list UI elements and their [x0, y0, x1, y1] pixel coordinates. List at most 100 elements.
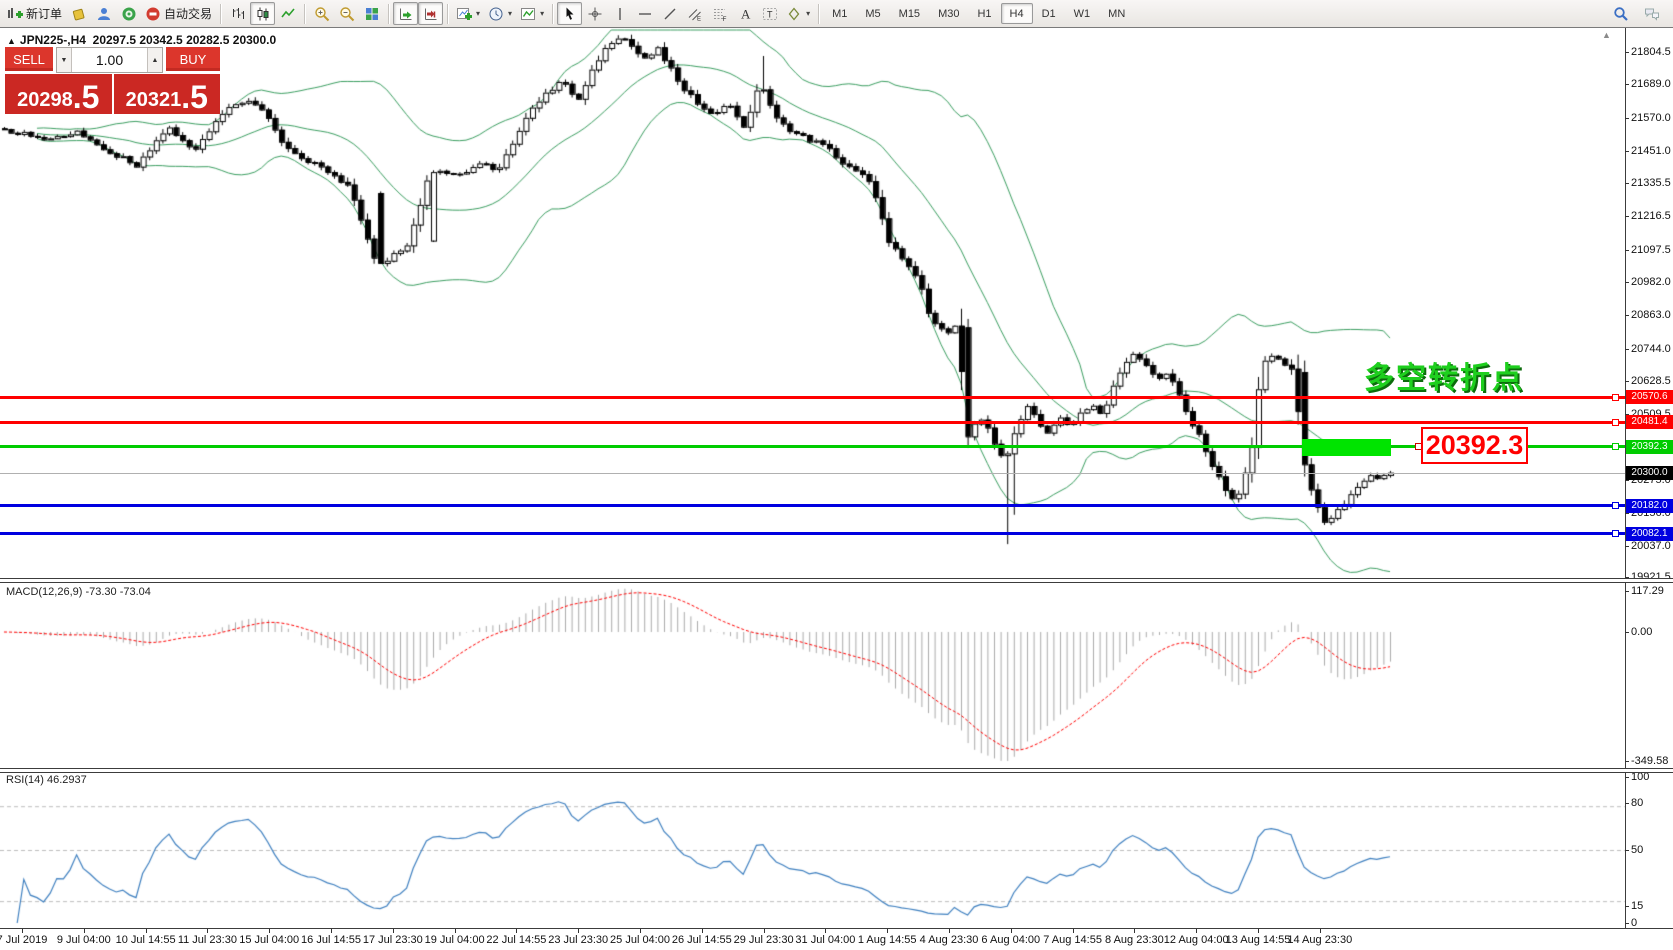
axis-tick: [640, 929, 641, 933]
volume-input[interactable]: 1.00: [72, 48, 147, 72]
axis-tick: [1625, 381, 1629, 382]
time-axis-label: 12 Aug 04:00: [1163, 934, 1229, 946]
chart-shift-button[interactable]: [418, 2, 444, 25]
tile-windows-icon: [364, 6, 380, 22]
macd-plot[interactable]: [0, 583, 1626, 768]
chevron-down-icon: ▾: [476, 9, 481, 18]
cursor-button[interactable]: [557, 2, 583, 25]
search-button[interactable]: [1608, 2, 1633, 25]
line-handle[interactable]: [1612, 394, 1619, 401]
zoom-in-button[interactable]: [309, 2, 334, 25]
text-button[interactable]: A: [732, 2, 757, 25]
volume-control: ▼ 1.00 ▲: [56, 47, 163, 73]
horizontal-line-20182.0[interactable]: [0, 504, 1625, 507]
green-highlight-zone[interactable]: [1302, 439, 1391, 456]
volume-increase-button[interactable]: ▲: [147, 48, 162, 72]
buy-price[interactable]: 20321.5: [113, 74, 220, 114]
trendline-button[interactable]: [657, 2, 682, 25]
cursor-icon: [562, 6, 578, 22]
vertical-line-button[interactable]: [607, 2, 632, 25]
timeframe-button-d1[interactable]: D1: [1041, 7, 1056, 20]
svg-text:E: E: [697, 16, 701, 22]
axis-tick: [1625, 282, 1629, 283]
axis-tick: [1625, 414, 1629, 415]
axis-tick: [1625, 803, 1629, 804]
horizontal-line-20570.6[interactable]: [0, 396, 1625, 399]
volume-decrease-button[interactable]: ▼: [57, 48, 72, 72]
scroll-to-end-icon[interactable]: ▲: [1602, 30, 1611, 40]
community-button[interactable]: [91, 2, 116, 25]
sell-price[interactable]: 20298.5: [5, 74, 112, 114]
autoscroll-button[interactable]: [393, 2, 419, 25]
arrows-dropdown[interactable]: ▾: [782, 2, 814, 25]
axis-tick: [1625, 118, 1629, 119]
zoom-out-button[interactable]: [334, 2, 359, 25]
timeframe-button-mn[interactable]: MN: [1108, 7, 1126, 20]
toolbar-group-main: 新订单 自动交易: [3, 2, 216, 25]
collapse-panel-icon[interactable]: ▲: [7, 36, 16, 46]
fibonacci-button[interactable]: F: [707, 2, 732, 25]
tile-windows-button[interactable]: [359, 2, 384, 25]
new-order-button[interactable]: 新订单: [3, 2, 66, 25]
axis-tick: [949, 929, 950, 933]
vline-icon: [612, 6, 628, 22]
text-label-button[interactable]: T: [757, 2, 782, 25]
rsi-plot[interactable]: [0, 772, 1626, 928]
timeframe-button-h4[interactable]: H4: [1000, 3, 1033, 24]
line-handle[interactable]: [1612, 502, 1619, 509]
macd-panel-separator[interactable]: [0, 578, 1673, 583]
axis-tick: [1625, 777, 1629, 778]
timeframe-button-m30[interactable]: M30: [938, 7, 960, 20]
axis-tick: [1625, 632, 1629, 633]
equidistant-channel-button[interactable]: E: [682, 2, 707, 25]
buy-button[interactable]: BUY: [166, 47, 220, 73]
candlestick-button[interactable]: [250, 2, 276, 25]
horizontal-line-button[interactable]: [632, 2, 657, 25]
axis-tick: [22, 929, 23, 933]
line-handle[interactable]: [1612, 530, 1619, 537]
line-handle[interactable]: [1612, 443, 1619, 450]
horizontal-line-20481.4[interactable]: [0, 421, 1625, 424]
timeframe-button-m15[interactable]: M15: [898, 7, 921, 20]
bar-chart-icon: [230, 6, 246, 22]
line-handle[interactable]: [1612, 419, 1619, 426]
axis-tick: [1625, 513, 1629, 514]
rsi-axis-label: 80: [1631, 797, 1644, 809]
market-button[interactable]: [116, 2, 141, 25]
indicators-dropdown[interactable]: ▾: [516, 2, 548, 25]
bull-bear-turning-point-annotation[interactable]: 多空转折点: [1364, 362, 1524, 395]
new-chart-dropdown[interactable]: ▾: [452, 2, 484, 25]
time-axis-label: 8 Aug 23:30: [1105, 934, 1164, 946]
bar-chart-button[interactable]: [225, 2, 250, 25]
axis-tick: [1625, 761, 1629, 762]
horizontal-line-20082.1[interactable]: [0, 532, 1625, 535]
toolbar-separator: [818, 3, 820, 24]
time-axis-label: 14 Aug 23:30: [1287, 934, 1353, 946]
axis-tick: [1134, 929, 1136, 933]
rsi-panel-separator[interactable]: [0, 768, 1673, 773]
price-axis-border: [1625, 28, 1626, 929]
hline-icon: [637, 6, 653, 22]
timeframe-button-m5[interactable]: M5: [865, 7, 881, 20]
timeframe-button-w1[interactable]: W1: [1073, 7, 1091, 20]
chat-button[interactable]: [1639, 2, 1664, 25]
quotes-button[interactable]: [66, 2, 91, 25]
svg-text:T: T: [767, 9, 773, 19]
rsi-axis-label: 50: [1631, 844, 1644, 856]
crosshair-button[interactable]: [582, 2, 607, 25]
sell-button[interactable]: SELL: [5, 47, 53, 73]
timeframe-button-h1[interactable]: H1: [977, 7, 992, 20]
autotrading-button[interactable]: 自动交易: [141, 2, 216, 25]
timeframe-button-m1[interactable]: M1: [832, 7, 848, 20]
price-badge-20182.0: 20182.0: [1626, 499, 1673, 513]
line-chart-icon: [280, 6, 296, 22]
line-chart-button[interactable]: [275, 2, 300, 25]
toolbar-group-right: [1608, 2, 1670, 25]
time-axis-label: 22 Jul 14:55: [486, 934, 547, 946]
horizontal-line-20392.3[interactable]: [0, 445, 1625, 448]
periods-dropdown[interactable]: ▾: [484, 2, 516, 25]
price-chart-plot[interactable]: [0, 28, 1626, 579]
time-axis-border: [0, 928, 1673, 929]
autotrading-icon: [145, 6, 161, 22]
price-level-label-box[interactable]: 20392.3: [1421, 427, 1528, 464]
